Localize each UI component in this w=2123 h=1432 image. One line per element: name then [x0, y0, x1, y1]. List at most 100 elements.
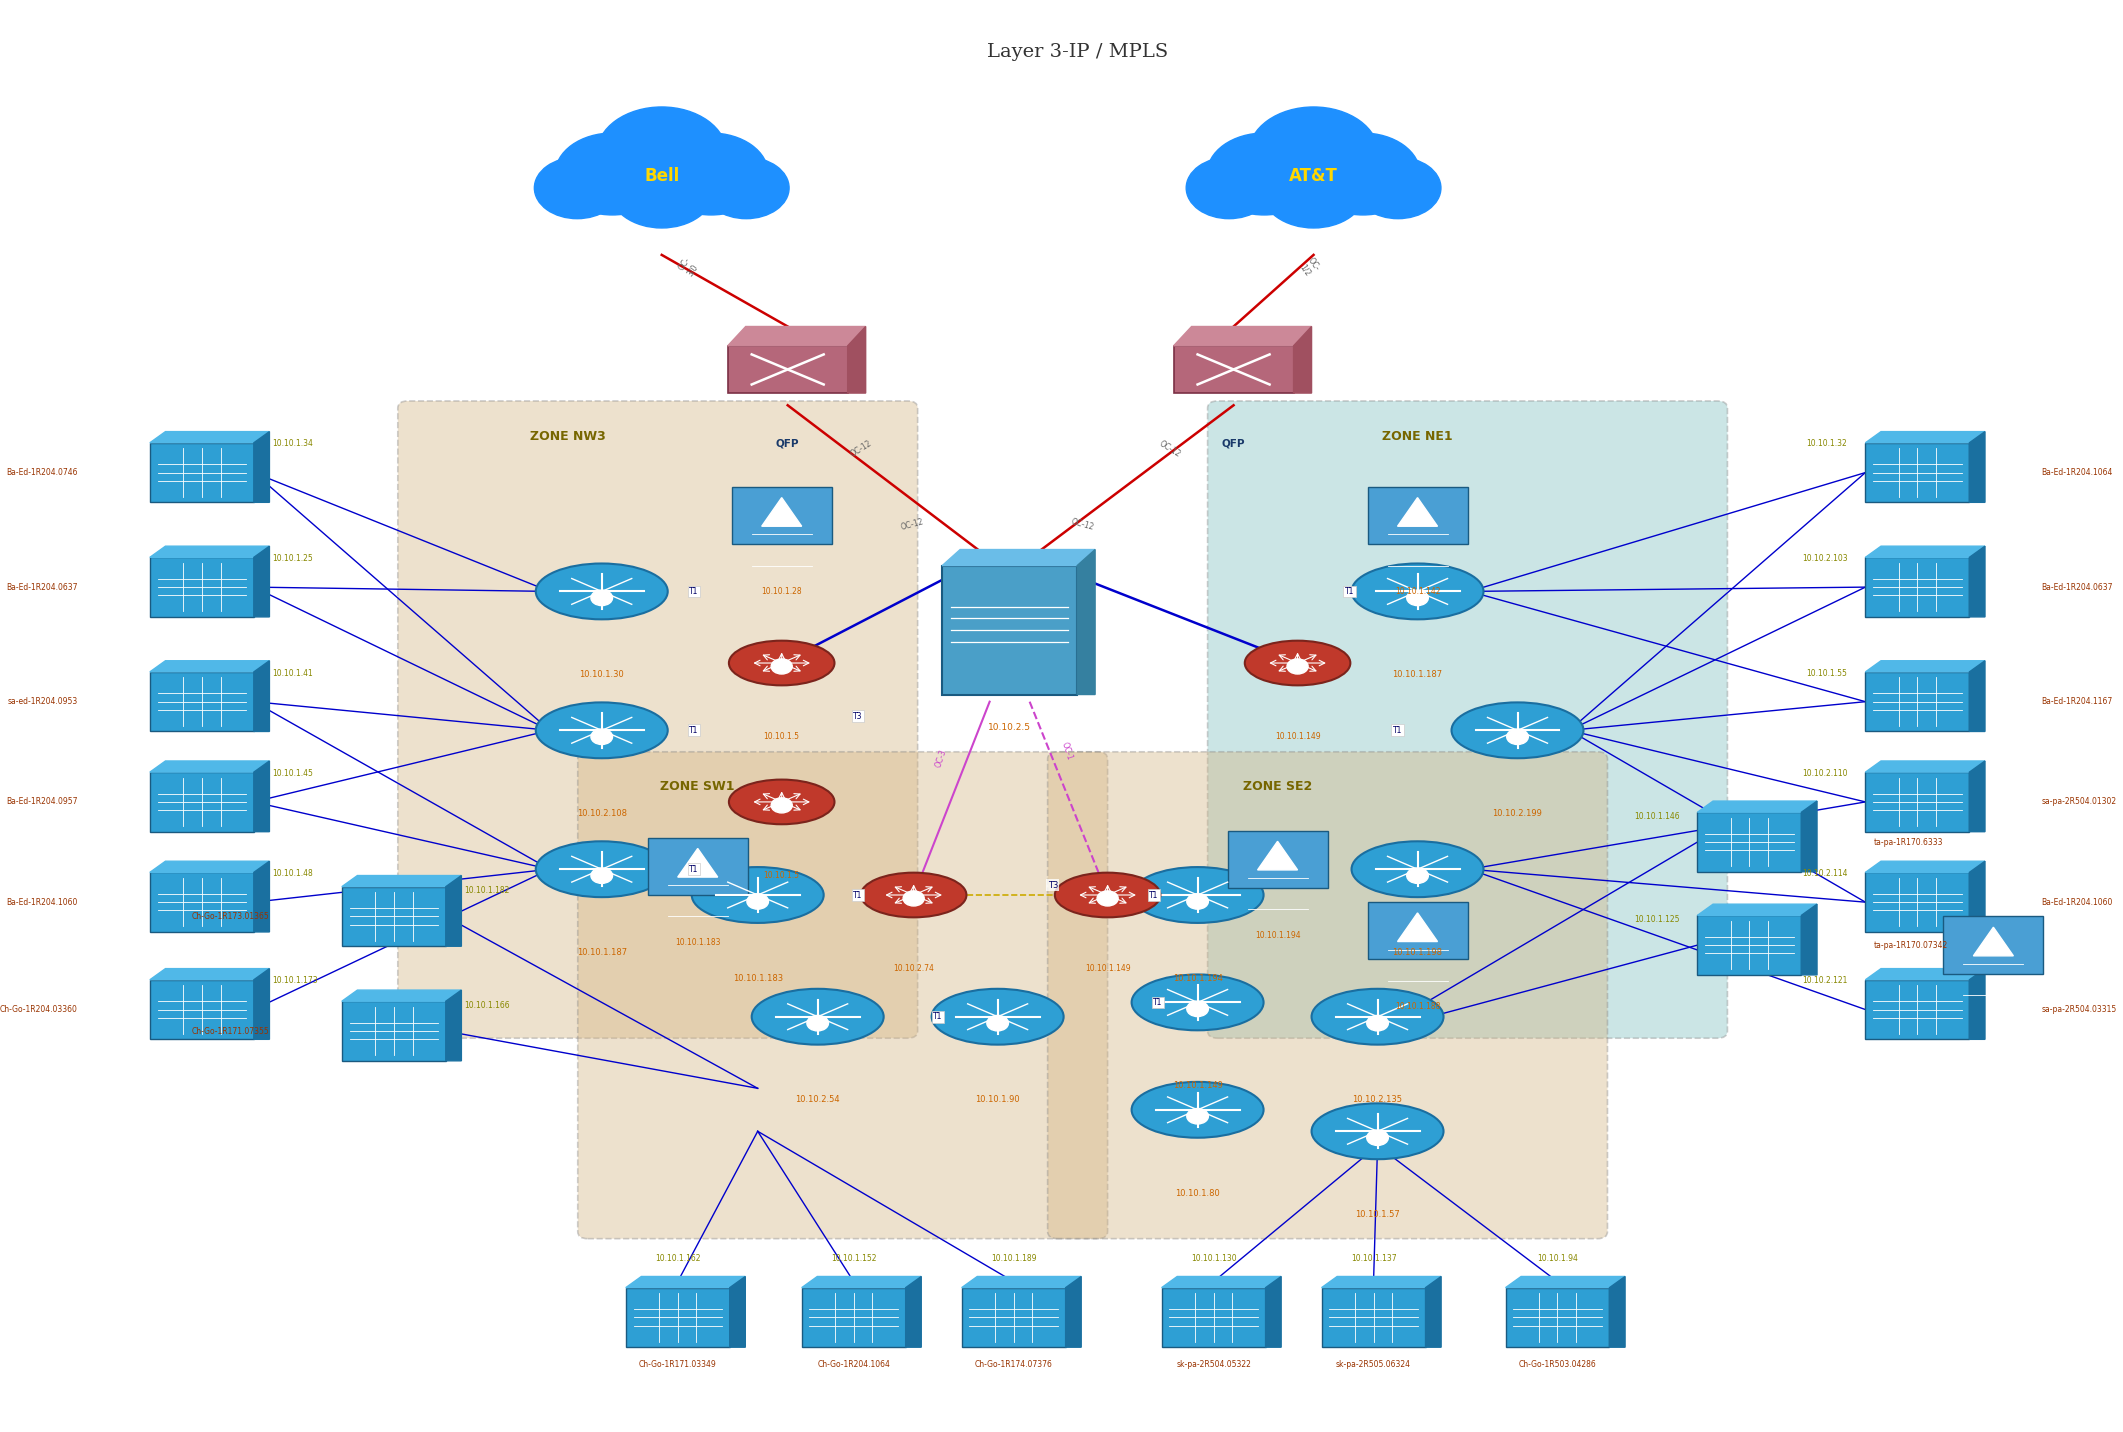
Text: sk-pa-2R504.05322: sk-pa-2R504.05322 [1176, 1360, 1250, 1369]
Text: Ba-Ed-1R204.1060: Ba-Ed-1R204.1060 [6, 898, 79, 906]
FancyBboxPatch shape [1174, 345, 1293, 392]
Ellipse shape [692, 868, 824, 924]
Ellipse shape [1352, 564, 1484, 620]
Polygon shape [255, 861, 270, 932]
Circle shape [807, 1015, 828, 1031]
Text: ta-pa-1R170.07342: ta-pa-1R170.07342 [1872, 941, 1947, 949]
FancyBboxPatch shape [151, 872, 255, 932]
FancyBboxPatch shape [802, 1287, 907, 1348]
Text: OC-1: OC-1 [1059, 740, 1074, 760]
Polygon shape [342, 990, 461, 1001]
Ellipse shape [860, 872, 966, 918]
Text: T1: T1 [932, 1012, 943, 1021]
FancyBboxPatch shape [151, 672, 255, 732]
Polygon shape [1066, 1276, 1081, 1348]
Text: OC-12: OC-12 [900, 517, 926, 531]
Circle shape [902, 891, 924, 906]
FancyBboxPatch shape [1047, 752, 1607, 1239]
Circle shape [1248, 107, 1378, 200]
Text: 10.10.1.173: 10.10.1.173 [272, 977, 318, 985]
Text: 10.10.1.194: 10.10.1.194 [1255, 931, 1301, 939]
Text: 10.10.1.182: 10.10.1.182 [463, 886, 510, 895]
Polygon shape [1321, 1276, 1442, 1287]
FancyBboxPatch shape [626, 1287, 730, 1348]
Polygon shape [907, 1276, 921, 1348]
Polygon shape [1293, 326, 1312, 392]
Text: Ba-Ed-1R204.0746: Ba-Ed-1R204.0746 [6, 468, 79, 477]
Text: 10.10.1.187: 10.10.1.187 [1393, 670, 1444, 679]
Ellipse shape [535, 703, 669, 759]
Text: T1: T1 [690, 587, 698, 596]
Text: 10.10.1.189: 10.10.1.189 [991, 1254, 1036, 1263]
Text: Ch-Go-1R503.04286: Ch-Go-1R503.04286 [1518, 1360, 1596, 1369]
Ellipse shape [535, 564, 669, 620]
Polygon shape [255, 431, 270, 503]
Polygon shape [1076, 550, 1095, 695]
FancyBboxPatch shape [1866, 772, 1970, 832]
FancyBboxPatch shape [1866, 672, 1970, 732]
Text: Ch-Go-1R204.1064: Ch-Go-1R204.1064 [817, 1360, 890, 1369]
Text: Ba-Ed-1R204.1060: Ba-Ed-1R204.1060 [2042, 898, 2112, 906]
Circle shape [590, 590, 614, 606]
Text: 10.10.1.146: 10.10.1.146 [1635, 812, 1679, 821]
Polygon shape [1866, 431, 1985, 442]
Polygon shape [1970, 968, 1985, 1040]
Text: Ba-Ed-1R204.0957: Ba-Ed-1R204.0957 [6, 798, 79, 806]
Text: 10.10.1.183: 10.10.1.183 [675, 938, 720, 947]
Polygon shape [151, 861, 270, 872]
Text: 10.10.2.121: 10.10.2.121 [1802, 977, 1847, 985]
Text: OC-12: OC-12 [849, 438, 873, 458]
Text: 10.10.2.5: 10.10.2.5 [987, 723, 1032, 732]
Text: 10.10.1.125: 10.10.1.125 [1635, 915, 1679, 924]
FancyBboxPatch shape [342, 1001, 446, 1061]
Text: 10.10.1.142: 10.10.1.142 [1395, 587, 1439, 596]
Text: QFP: QFP [775, 438, 800, 448]
Polygon shape [1257, 842, 1297, 871]
Circle shape [1354, 158, 1442, 219]
Text: 10.10.2.54: 10.10.2.54 [796, 1095, 841, 1104]
Polygon shape [255, 760, 270, 832]
Ellipse shape [932, 988, 1064, 1045]
Polygon shape [446, 875, 461, 947]
Text: 10.10.1.194: 10.10.1.194 [1172, 974, 1223, 982]
Ellipse shape [1055, 872, 1161, 918]
Polygon shape [1866, 861, 1985, 872]
Text: 10.10.1.30: 10.10.1.30 [580, 670, 624, 679]
Circle shape [1367, 1130, 1388, 1146]
FancyBboxPatch shape [648, 838, 747, 895]
Text: sk-pa-2R505.06324: sk-pa-2R505.06324 [1335, 1360, 1412, 1369]
Polygon shape [962, 1276, 1081, 1287]
Text: Ch-Go-1R171.03349: Ch-Go-1R171.03349 [639, 1360, 718, 1369]
Circle shape [1187, 1108, 1208, 1124]
Text: 10.10.1.198: 10.10.1.198 [1393, 948, 1442, 957]
Text: AT&T: AT&T [1289, 168, 1337, 185]
Text: 10.10.2.114: 10.10.2.114 [1802, 869, 1847, 878]
Text: OC-
1/2: OC- 1/2 [1297, 256, 1321, 278]
FancyBboxPatch shape [1943, 916, 2042, 974]
Circle shape [1408, 590, 1429, 606]
Polygon shape [1265, 1276, 1280, 1348]
Polygon shape [446, 990, 461, 1061]
Text: 10.10.1.57: 10.10.1.57 [1354, 1210, 1399, 1219]
Text: 10.10.1.80: 10.10.1.80 [1176, 1189, 1221, 1197]
FancyBboxPatch shape [1698, 915, 1802, 975]
FancyBboxPatch shape [732, 487, 832, 544]
Text: T1: T1 [690, 726, 698, 735]
FancyBboxPatch shape [1367, 902, 1467, 959]
Text: 10.10.1.34: 10.10.1.34 [272, 440, 312, 448]
FancyBboxPatch shape [1208, 401, 1728, 1038]
Circle shape [1261, 153, 1365, 228]
FancyBboxPatch shape [1505, 1287, 1609, 1348]
Text: 10.10.1.188: 10.10.1.188 [1395, 1002, 1439, 1011]
FancyBboxPatch shape [1866, 979, 1970, 1040]
Text: 10.10.1.162: 10.10.1.162 [656, 1254, 701, 1263]
Polygon shape [730, 1276, 745, 1348]
Ellipse shape [1312, 988, 1444, 1045]
Polygon shape [847, 326, 866, 392]
Circle shape [1306, 133, 1420, 215]
Text: T1: T1 [1149, 891, 1159, 899]
Polygon shape [1866, 660, 1985, 672]
Text: 10.10.2.135: 10.10.2.135 [1352, 1095, 1403, 1104]
FancyBboxPatch shape [1227, 831, 1327, 888]
Circle shape [987, 1015, 1008, 1031]
